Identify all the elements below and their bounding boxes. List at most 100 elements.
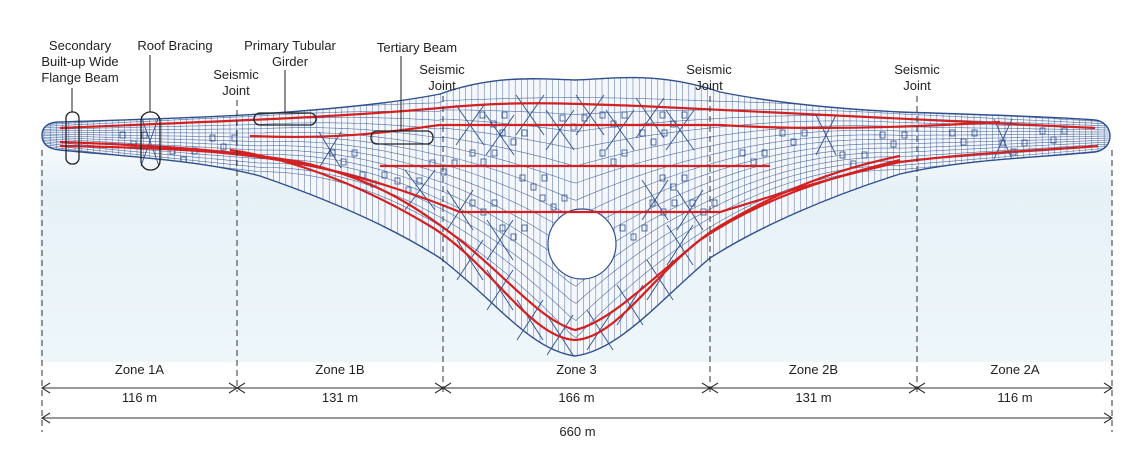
roof-panel <box>561 194 568 202</box>
roof-bracing-pattern <box>140 94 1013 356</box>
roof-panel <box>801 129 808 137</box>
roof-panel <box>491 149 498 157</box>
roof-panel <box>621 149 628 157</box>
primary-girders <box>59 102 1099 342</box>
zone-1b-length: 131 m <box>321 390 359 405</box>
primary-girder-line <box>59 102 1096 130</box>
primary-girder-line <box>249 120 1001 139</box>
roof-panel <box>901 131 908 139</box>
roof-panel <box>209 134 216 142</box>
central-opening <box>547 208 617 280</box>
arrow-head <box>40 382 51 394</box>
seismic-joint-label-2: Seismic Joint <box>419 62 465 93</box>
roof-panel <box>960 138 967 146</box>
roof-panel <box>351 149 358 157</box>
roof-panel <box>661 129 668 137</box>
bracing-member <box>485 114 515 156</box>
roof-panel <box>541 174 548 182</box>
secondary-beam-label: Secondary Built-up Wide Flange Beam <box>41 38 119 85</box>
roof-panel <box>499 224 506 232</box>
grid-band <box>42 133 1110 201</box>
roof-panel <box>1050 136 1057 144</box>
roof-panel <box>711 199 718 207</box>
roof-panel <box>491 199 498 207</box>
roof-panel <box>141 131 148 139</box>
bracing-member <box>676 189 704 231</box>
roof-panel <box>861 151 868 159</box>
roof-panel <box>539 194 546 202</box>
bracing-member <box>546 314 574 356</box>
bracing-member <box>446 189 474 231</box>
roof-panel <box>469 199 476 207</box>
seismic-joint-label-3: Seismic Joint <box>686 62 732 93</box>
grid-band <box>42 109 1110 127</box>
bracing-member <box>666 224 694 266</box>
bracing-member <box>516 299 544 341</box>
zone-2a-label: Zone 2A <box>990 362 1040 377</box>
roof-panel <box>761 149 768 157</box>
primary-girder-label: Primary Tubular Girder <box>244 38 336 69</box>
roof-panel <box>599 111 606 119</box>
roof-panel <box>521 129 528 137</box>
dimension-lines <box>40 382 1114 424</box>
roof-panel <box>739 149 746 157</box>
bracing-member <box>318 131 342 169</box>
roof-panel <box>479 111 486 119</box>
roof-panel <box>510 138 517 146</box>
bracing-member <box>605 109 635 151</box>
zone-2b-length: 131 m <box>795 390 832 405</box>
primary-girder-line <box>229 148 901 342</box>
roof-panel <box>599 149 606 157</box>
seismic-joint-lines <box>41 96 1113 432</box>
arrow-head <box>1103 382 1114 394</box>
roof-panel <box>394 177 401 185</box>
grid-band <box>42 141 1110 287</box>
callout-ovals <box>65 55 434 171</box>
roof-panel <box>530 183 537 191</box>
zone-3-length: 166 m <box>558 390 595 405</box>
tertiary-beam-callout <box>370 130 434 145</box>
roof-panel <box>971 129 978 137</box>
roof-panel <box>340 158 347 166</box>
roof-bracing-label: Roof Bracing <box>137 38 213 53</box>
zone-3-label: Zone 3 <box>556 362 597 377</box>
bracing-member <box>515 94 545 136</box>
roof-panel <box>621 111 628 119</box>
seismic-joint-label-4: Seismic Joint <box>894 62 940 93</box>
roof-panel <box>220 143 227 151</box>
roof-panel <box>510 233 517 241</box>
roof-panel <box>670 183 677 191</box>
roof-panel <box>659 111 666 119</box>
roof-panel <box>681 174 688 182</box>
zone-1b-label: Zone 1B <box>315 362 365 377</box>
roof-panel <box>659 174 666 182</box>
roof-panel <box>641 224 648 232</box>
zone-1a-label: Zone 1A <box>114 362 165 377</box>
roof-panel <box>671 199 678 207</box>
roof-panel <box>521 224 528 232</box>
tertiary-beam-label: Tertiary Beam <box>376 40 458 55</box>
bracing-member <box>665 109 695 151</box>
zone-2a-length: 116 m <box>997 390 1033 405</box>
bracing-member <box>641 179 669 221</box>
arrow-head <box>708 382 719 394</box>
roof-panel <box>790 138 797 146</box>
seismic-joint-label-1: Seismic Joint <box>213 67 259 98</box>
roof-panel <box>839 151 846 159</box>
zone-1a-length: 116 m <box>121 390 158 405</box>
grid-band <box>42 120 1110 150</box>
arrow-head <box>1103 412 1114 424</box>
arrow-head <box>235 382 246 394</box>
bracing-member <box>404 169 436 211</box>
roof-panel <box>550 203 557 211</box>
roof-panel <box>1061 127 1068 135</box>
bracing-member <box>486 269 514 311</box>
bracing-member <box>575 94 605 136</box>
roof-panel <box>779 129 786 137</box>
arrow-head <box>915 382 926 394</box>
total-length: 660 m <box>559 424 596 439</box>
roof-panel <box>416 177 423 185</box>
roof-panel <box>879 131 886 139</box>
